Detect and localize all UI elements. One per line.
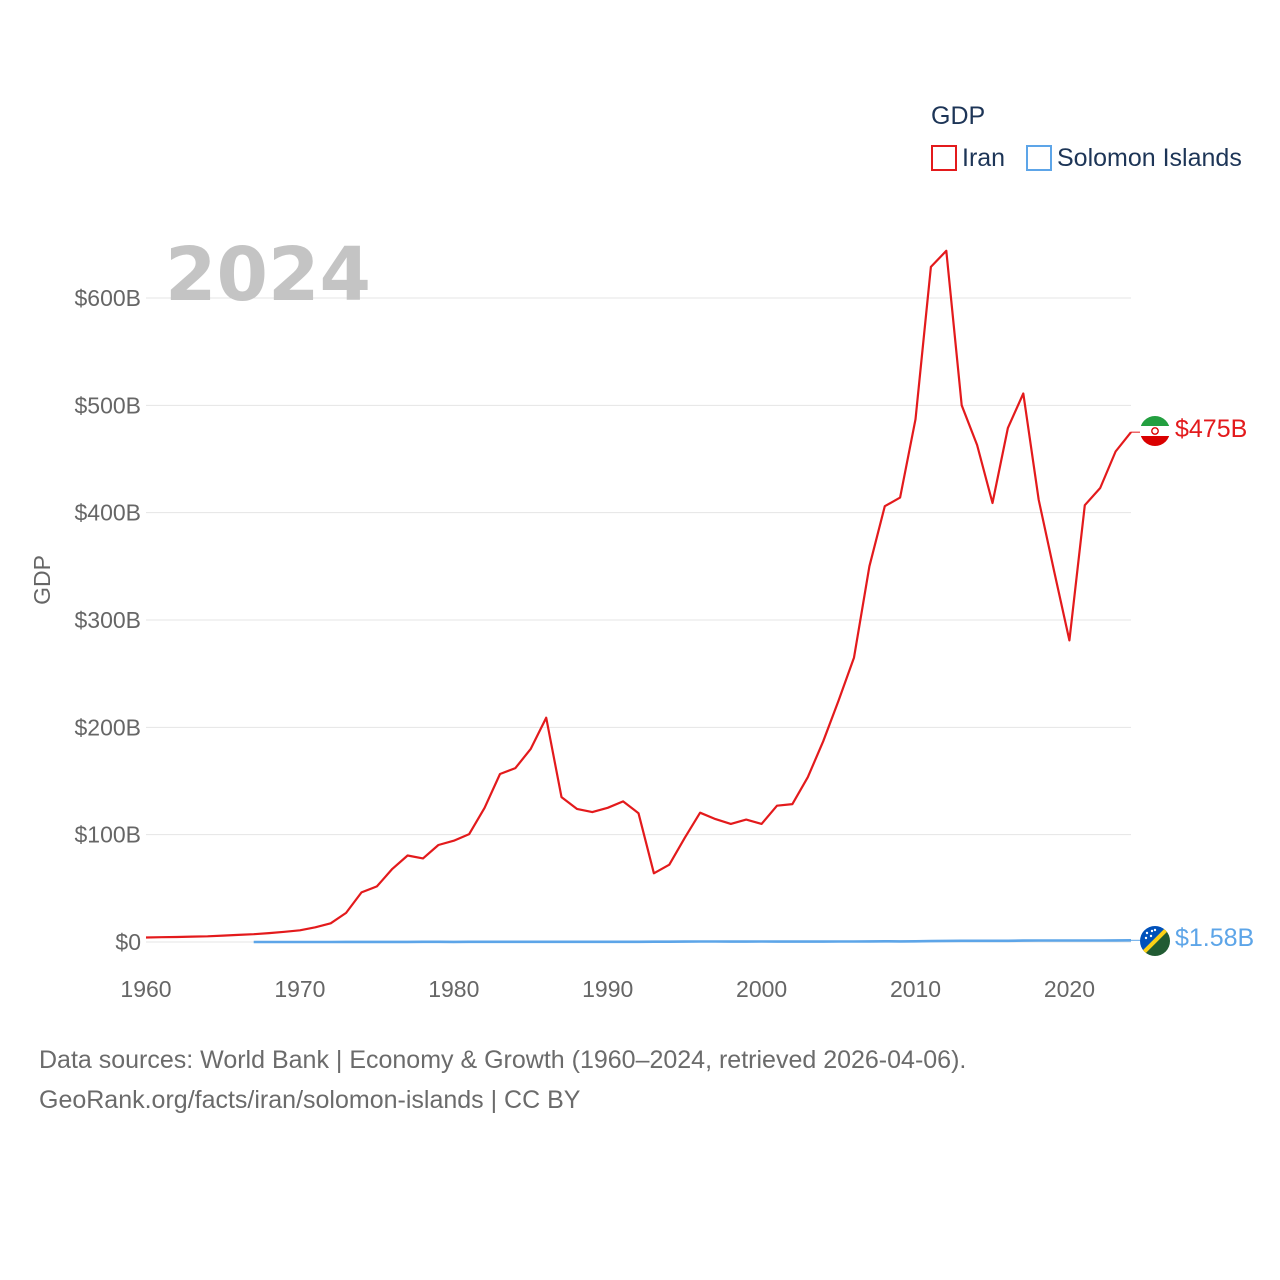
x-axis-ticks: 1960 1970 1980 1990 2000 2010 2020 [120,976,1095,1002]
x-tick-label: 1970 [274,976,325,1002]
y-tick-label: $100B [74,822,141,848]
y-tick-label: $500B [74,392,141,418]
year-label: 2024 [165,232,371,318]
y-tick-label: $400B [74,500,141,526]
x-tick-label: 2010 [890,976,941,1002]
end-value-solomon-islands: $1.58B [1175,924,1254,952]
solomon-islands-flag-icon [1140,926,1170,956]
y-tick-label: $0 [115,929,141,955]
end-value-iran: $475B [1175,415,1247,443]
y-tick-label: $600B [74,285,141,311]
x-tick-label: 1980 [428,976,479,1002]
x-tick-label: 2020 [1044,976,1095,1002]
legend-label-iran: Iran [962,144,1005,172]
end-labels: $475B $1.58B [1131,415,1254,952]
source-line-1: Data sources: World Bank | Economy & Gro… [39,1046,967,1074]
legend-swatch-solomon-islands [1026,145,1052,171]
y-tick-label: $300B [74,607,141,633]
legend-item-iran[interactable]: Iran [931,144,1005,172]
y-axis-title: GDP [29,555,55,605]
data-source-note: Data sources: World Bank | Economy & Gro… [39,1040,966,1120]
y-axis-ticks: $0 $100B $200B $300B $400B $500B $600B [74,285,141,955]
grid-lines [146,297,1131,943]
x-tick-label: 1960 [120,976,171,1002]
source-line-2[interactable]: GeoRank.org/facts/iran/solomon-islands |… [39,1086,581,1114]
x-tick-label: 2000 [736,976,787,1002]
series-line-iran[interactable] [145,249,1132,939]
legend-swatch-iran [931,145,957,171]
legend[interactable]: GDP Iran Solomon Islands [931,102,1242,172]
legend-item-solomon-islands[interactable]: Solomon Islands [1026,144,1242,172]
iran-flag-icon [1140,416,1170,446]
series-layer [145,249,1132,944]
y-tick-label: $200B [74,714,141,740]
series-line-solomon-islands[interactable] [253,939,1132,944]
legend-title: GDP [931,102,985,130]
x-tick-label: 1990 [582,976,633,1002]
legend-label-solomon-islands: Solomon Islands [1057,144,1242,172]
